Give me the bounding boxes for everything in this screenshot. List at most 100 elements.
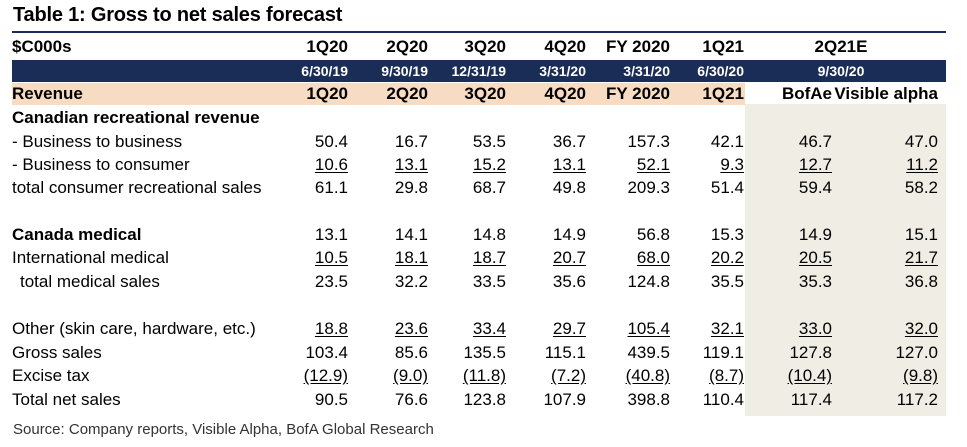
revenue-period: 4Q20 [544, 84, 586, 103]
table-row: Total net sales 90.5 76.6 123.8 107.9 39… [12, 388, 946, 411]
value-cell: 42.1 [710, 132, 744, 151]
revenue-label: Revenue [12, 84, 83, 103]
value-cell: 33.4 [472, 319, 506, 338]
value-cell: 124.8 [627, 272, 670, 291]
value-cell: 50.4 [314, 132, 348, 151]
revenue-period: 1Q21 [702, 84, 744, 103]
value-cell: 14.9 [798, 225, 832, 244]
value-cell: 439.5 [627, 343, 670, 362]
value-cell: (7.2) [551, 366, 586, 385]
value-cell: 90.5 [314, 390, 348, 409]
value-cell: 51.4 [710, 178, 744, 197]
value-cell: 49.8 [552, 178, 586, 197]
value-cell: 123.8 [463, 390, 506, 409]
row-label: Total net sales [12, 390, 121, 409]
period-header: 4Q20 [544, 37, 586, 56]
value-cell: 135.5 [463, 343, 506, 362]
value-cell: 18.8 [314, 319, 348, 338]
period-date: 9/30/19 [381, 63, 428, 79]
value-cell: 110.4 [702, 390, 744, 409]
period-header: 1Q20 [306, 37, 348, 56]
value-cell: 20.2 [710, 248, 744, 267]
row-label: Canada medical [12, 225, 142, 244]
value-cell: 59.4 [798, 178, 832, 197]
value-cell: 10.5 [314, 248, 348, 267]
value-cell: 35.5 [710, 272, 744, 291]
row-label: International medical [12, 248, 169, 267]
value-cell: 76.6 [394, 390, 428, 409]
value-cell: 29.8 [394, 178, 428, 197]
period-header: 3Q20 [464, 37, 506, 56]
value-cell: 32.2 [394, 272, 428, 291]
table-row: total medical sales 23.5 32.2 33.5 35.6 … [12, 270, 946, 293]
value-cell: 14.1 [394, 225, 428, 244]
value-cell: 15.3 [710, 225, 744, 244]
value-cell: 105.4 [627, 319, 670, 338]
value-cell: 56.8 [636, 225, 670, 244]
value-cell: 9.3 [720, 155, 744, 174]
period-header: FY 2020 [606, 37, 670, 56]
revenue-period: FY 2020 [606, 84, 670, 103]
value-cell: 14.9 [552, 225, 586, 244]
estimate-source-visible-alpha: Visible alpha [834, 84, 938, 103]
value-cell: 107.9 [543, 390, 586, 409]
table-row: International medical 10.5 18.1 18.7 20.… [12, 246, 946, 269]
revenue-period: 1Q20 [306, 84, 348, 103]
period-date: 3/31/20 [539, 63, 586, 79]
value-cell: 68.7 [472, 178, 506, 197]
period-date: 6/30/19 [301, 63, 348, 79]
table-row: Canadian recreational revenue [12, 106, 946, 129]
value-cell: 209.3 [627, 178, 670, 197]
value-cell: 117.4 [790, 390, 832, 409]
value-cell: 33.0 [798, 319, 832, 338]
row-label: Gross sales [12, 343, 102, 362]
row-label: - Business to consumer [12, 155, 190, 174]
value-cell: 61.1 [314, 178, 348, 197]
value-cell: 53.5 [472, 132, 506, 151]
value-cell: 117.2 [896, 390, 938, 409]
revenue-period: 3Q20 [464, 84, 506, 103]
value-cell: 47.0 [904, 132, 938, 151]
estimate-header: 2Q21E [814, 37, 868, 56]
value-cell: 36.7 [552, 132, 586, 151]
value-cell: (40.8) [625, 366, 670, 385]
table-row: - Business to business 50.4 16.7 53.5 36… [12, 130, 946, 153]
row-label: - Business to business [12, 132, 183, 151]
row-label: total consumer recreational sales [12, 178, 262, 197]
value-cell: 20.7 [552, 248, 586, 267]
estimate-source-bofa: BofAe [781, 84, 832, 103]
value-cell: 10.6 [314, 155, 348, 174]
estimate-column-shade [745, 104, 946, 416]
value-cell: 29.7 [552, 319, 586, 338]
table-row: Excise tax (12.9) (9.0) (11.8) (7.2) (40… [12, 364, 946, 387]
value-cell: 115.1 [544, 343, 586, 362]
value-cell: 103.4 [305, 343, 348, 362]
row-label: Excise tax [12, 366, 90, 385]
value-cell: 119.1 [702, 343, 744, 362]
period-date: 3/31/20 [623, 63, 670, 79]
value-cell: 36.8 [904, 272, 938, 291]
revenue-header-band [12, 83, 745, 105]
value-cell: 12.7 [798, 155, 832, 174]
period-header: 2Q20 [386, 37, 428, 56]
value-cell: 23.6 [394, 319, 428, 338]
value-cell: 13.1 [552, 155, 586, 174]
value-cell: (12.9) [303, 366, 348, 385]
value-cell: 32.0 [904, 319, 938, 338]
row-label: Other (skin care, hardware, etc.) [12, 319, 256, 338]
value-cell: 15.2 [472, 155, 506, 174]
value-cell: 58.2 [904, 178, 938, 197]
value-cell: 157.3 [627, 132, 670, 151]
value-cell: 127.8 [789, 343, 832, 362]
title-rule [12, 31, 946, 33]
value-cell: (11.8) [462, 366, 506, 385]
period-date: 6/30/20 [697, 63, 744, 79]
value-cell: 85.6 [394, 343, 428, 362]
value-cell: 13.1 [394, 155, 428, 174]
table-row: total consumer recreational sales 61.1 2… [12, 176, 946, 199]
period-header-row: $C000s 1Q20 2Q20 3Q20 4Q20 FY 2020 1Q21 … [12, 35, 946, 58]
value-cell: 11.2 [906, 155, 938, 174]
value-cell: 21.7 [904, 248, 938, 267]
value-cell: (9.8) [903, 366, 938, 385]
value-cell: 33.5 [472, 272, 506, 291]
